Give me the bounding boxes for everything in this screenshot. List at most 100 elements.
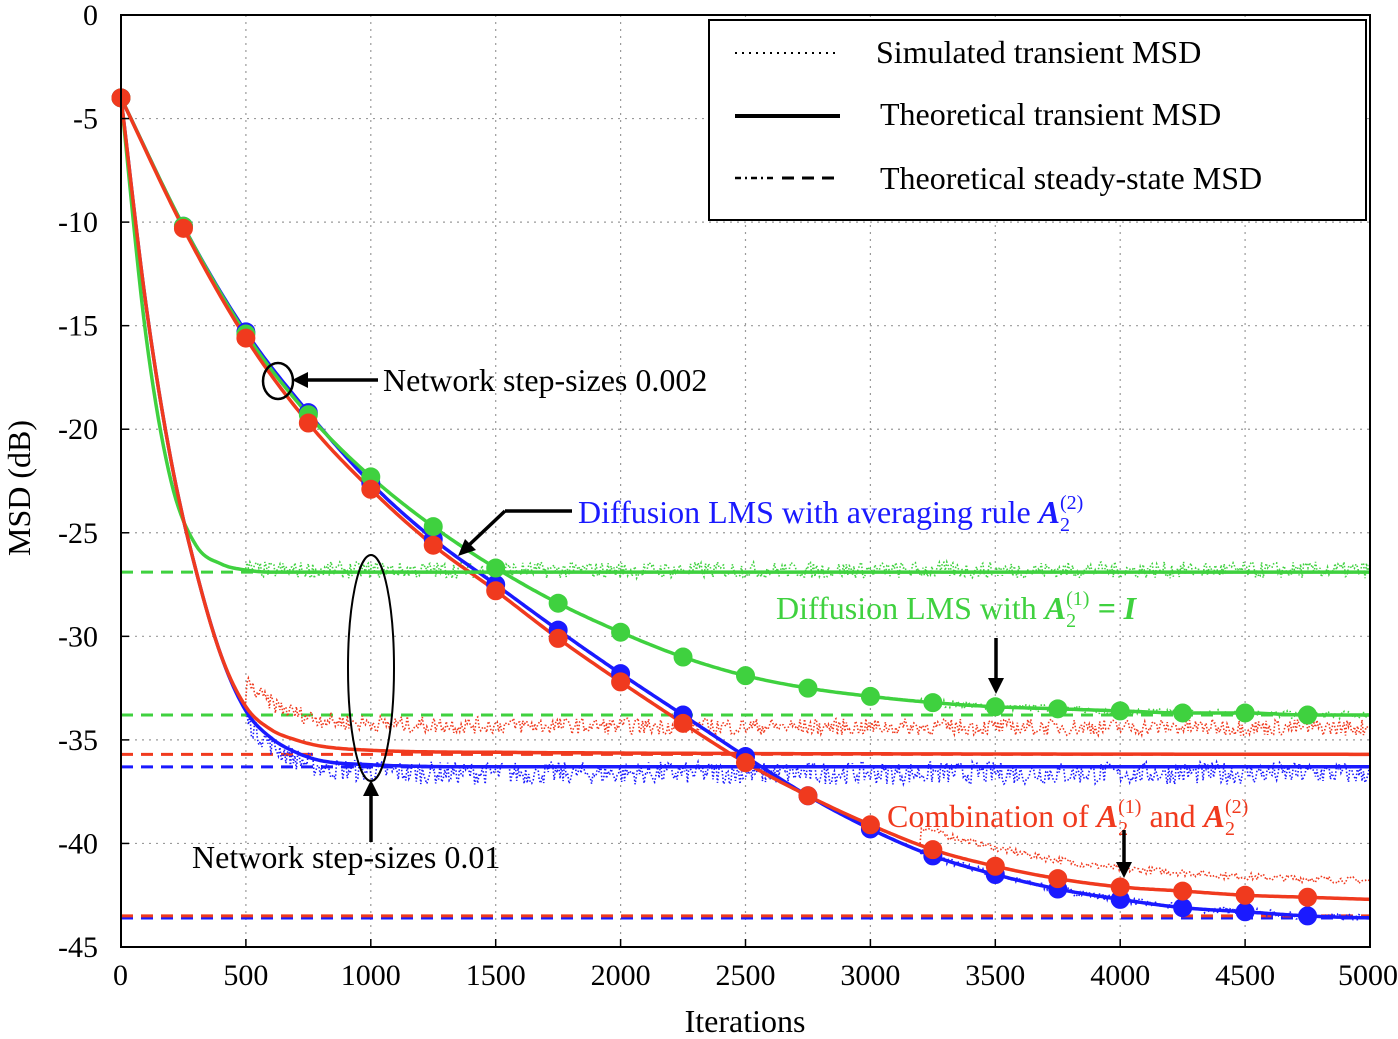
label-identity: Diffusion LMS with A2(1) = I: [776, 588, 1138, 632]
marker-green: [673, 647, 693, 667]
label-averaging-sup: (2): [1060, 492, 1083, 514]
y-tick-label: 0: [83, 0, 98, 32]
legend-label-simulated: Simulated transient MSD: [876, 34, 1201, 70]
arrow-avg-head: [458, 539, 476, 556]
marker-red: [236, 328, 256, 348]
annotation-slow: Network step-sizes 0.002: [261, 361, 707, 401]
legend: Simulated transient MSD Theoretical tran…: [708, 19, 1367, 221]
x-tick-label: 5000: [1338, 959, 1398, 992]
marker-red: [1173, 881, 1193, 901]
label-identity-sub: 2: [1066, 610, 1076, 632]
label-combination-sup1: (1): [1118, 796, 1141, 818]
marker-red: [1298, 887, 1318, 907]
legend-label-theoretical: Theoretical transient MSD: [880, 96, 1221, 132]
x-tick-label: 1500: [466, 959, 526, 992]
label-identity-text: Diffusion LMS with: [776, 590, 1045, 626]
x-tick-label: 500: [223, 959, 268, 992]
marker-green: [548, 593, 568, 613]
marker-green: [1298, 705, 1318, 725]
marker-blue: [1298, 906, 1318, 926]
marker-red: [736, 753, 755, 773]
marker-blue: [1173, 898, 1193, 918]
y-tick-label: -45: [58, 931, 98, 964]
label-combination-matrix1: A: [1095, 798, 1118, 834]
theory-curve-green: [121, 97, 1370, 574]
marker-green: [1110, 701, 1130, 721]
x-tick-label: 3500: [965, 959, 1025, 992]
annotation-combination: Combination of A2(1) and A2(2): [887, 796, 1248, 878]
y-tick-label: -20: [58, 413, 98, 446]
x-axis-label: Iterations: [685, 1003, 806, 1039]
marker-red: [173, 218, 193, 238]
label-identity-matrix: A: [1043, 590, 1066, 626]
marker-red: [985, 856, 1005, 876]
ellipse-slow: [261, 361, 295, 401]
legend-label-steady: Theoretical steady-state MSD: [880, 160, 1262, 196]
label-averaging: Diffusion LMS with averaging rule A2(2): [578, 492, 1083, 536]
arrow-slow-head: [292, 372, 308, 388]
marker-green: [1235, 703, 1255, 723]
marker-red: [1110, 877, 1130, 897]
label-identity-eq: = I: [1097, 590, 1137, 626]
label-combination: Combination of A2(1) and A2(2): [887, 796, 1248, 840]
y-tick-label: -25: [58, 517, 98, 550]
x-ticks: 0 500 1000 1500 2000 2500 3000 3500 4000 4500 5000: [113, 939, 1398, 992]
simulated-curve-blue: [121, 97, 1370, 787]
marker-green: [923, 693, 943, 713]
label-averaging-matrix: A: [1037, 494, 1060, 530]
x-tick-label: 1000: [341, 959, 401, 992]
x-tick-label: 3000: [840, 959, 900, 992]
arrow-avg-shaft: [466, 509, 507, 548]
marker-red: [923, 840, 943, 860]
marker-red: [798, 786, 818, 806]
x-tick-label: 2000: [591, 959, 651, 992]
marker-red: [548, 628, 568, 648]
label-averaging-sub: 2: [1060, 514, 1070, 536]
label-combination-sup2: (2): [1225, 796, 1248, 818]
label-combination-and: and: [1141, 798, 1203, 834]
marker-red: [298, 413, 318, 433]
marker-green: [1048, 699, 1068, 719]
marker-green: [736, 666, 755, 686]
x-tick-label: 4500: [1215, 959, 1275, 992]
label-combination-matrix2: A: [1202, 798, 1225, 834]
marker-green: [423, 517, 443, 537]
annotation-fast: Network step-sizes 0.01: [192, 554, 500, 875]
simulated-curve-red: [121, 97, 1370, 739]
y-tick-label: -5: [73, 103, 98, 136]
arrow-identity-head: [988, 678, 1004, 694]
marker-red: [673, 713, 693, 733]
arrow-fast-head: [363, 780, 379, 796]
marker-green: [486, 558, 506, 578]
y-tick-label: -35: [58, 724, 98, 757]
marker-red: [611, 672, 631, 692]
y-axis-label: MSD (dB): [1, 420, 37, 556]
label-identity-sup: (1): [1066, 588, 1089, 610]
marker-red: [860, 815, 880, 835]
legend-box: [708, 19, 1367, 221]
y-tick-label: -30: [58, 620, 98, 653]
label-slow: Network step-sizes 0.002: [383, 362, 707, 398]
marker-green: [1173, 703, 1193, 723]
marker-red: [1235, 885, 1255, 905]
y-ticks: 0 -5 -10 -15 -20 -25 -30 -35 -40 -45: [58, 0, 129, 964]
marker-red: [423, 535, 443, 555]
label-combination-sub2: 2: [1225, 818, 1235, 840]
marker-red: [1048, 869, 1068, 889]
label-fast: Network step-sizes 0.01: [192, 839, 500, 875]
marker-blue: [1235, 902, 1255, 922]
x-tick-label: 2500: [716, 959, 776, 992]
annotation-identity: Diffusion LMS with A2(1) = I: [776, 588, 1138, 694]
marker-green: [985, 697, 1005, 717]
x-tick-label: 0: [113, 959, 128, 992]
x-tick-label: 4000: [1090, 959, 1150, 992]
marker-red: [486, 581, 506, 601]
y-tick-label: -15: [58, 310, 98, 343]
annotation-averaging: Diffusion LMS with averaging rule A2(2): [458, 492, 1083, 556]
y-tick-label: -40: [58, 827, 98, 860]
label-combination-text: Combination of: [887, 798, 1097, 834]
marker-green: [860, 686, 880, 706]
label-averaging-text: Diffusion LMS with averaging rule: [578, 494, 1039, 530]
marker-red: [361, 479, 381, 499]
